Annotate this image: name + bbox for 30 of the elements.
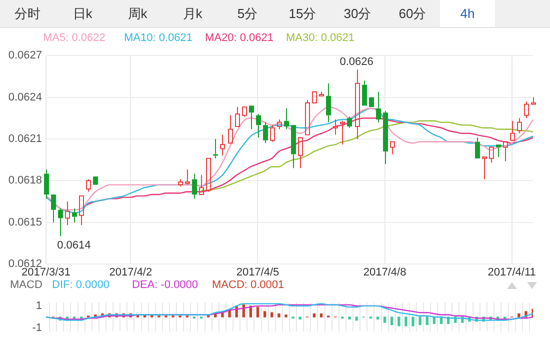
text: MA5: 0.0622: [43, 32, 106, 45]
text: 5分: [236, 5, 259, 23]
y-tick-label: 0.0624: [8, 91, 42, 104]
text: DEA: -0.0000: [132, 279, 200, 292]
text: MA10: 0.0621: [124, 32, 194, 45]
text: 分时: [14, 5, 42, 23]
x-tick-label: 2017/4/8: [363, 266, 406, 279]
text: MA20: 0.0621: [205, 32, 274, 45]
annotation: 0.0614: [57, 240, 91, 252]
text: MA30: 0.0621: [286, 32, 356, 45]
chart-title: MACD: [10, 279, 44, 292]
text: 30分: [342, 5, 372, 23]
y-tick-label: 0.0618: [8, 174, 42, 187]
text: 月k: [182, 5, 204, 23]
x-tick-label: 2017/4/2: [109, 266, 152, 279]
text: 日k: [72, 5, 94, 23]
y-tick-label: 0.0615: [8, 216, 42, 228]
annotation: 0.0626: [340, 56, 374, 68]
text: 4h: [440, 0, 495, 27]
text: 周k: [126, 5, 148, 23]
text: DIF: 0.0000: [52, 279, 110, 292]
text: 60分: [398, 5, 428, 23]
y-tick-label: 0.0627: [8, 50, 42, 62]
x-tick-label: 2017/4/5: [236, 266, 280, 279]
y-tick-label: -1: [32, 322, 42, 334]
y-tick-label: 1: [36, 300, 42, 312]
text: 15分: [288, 5, 318, 23]
x-tick-label: 2017/4/11: [488, 266, 536, 279]
y-tick-label: 0.0621: [8, 132, 42, 145]
series-label: MACD: 0.0001: [212, 279, 286, 292]
